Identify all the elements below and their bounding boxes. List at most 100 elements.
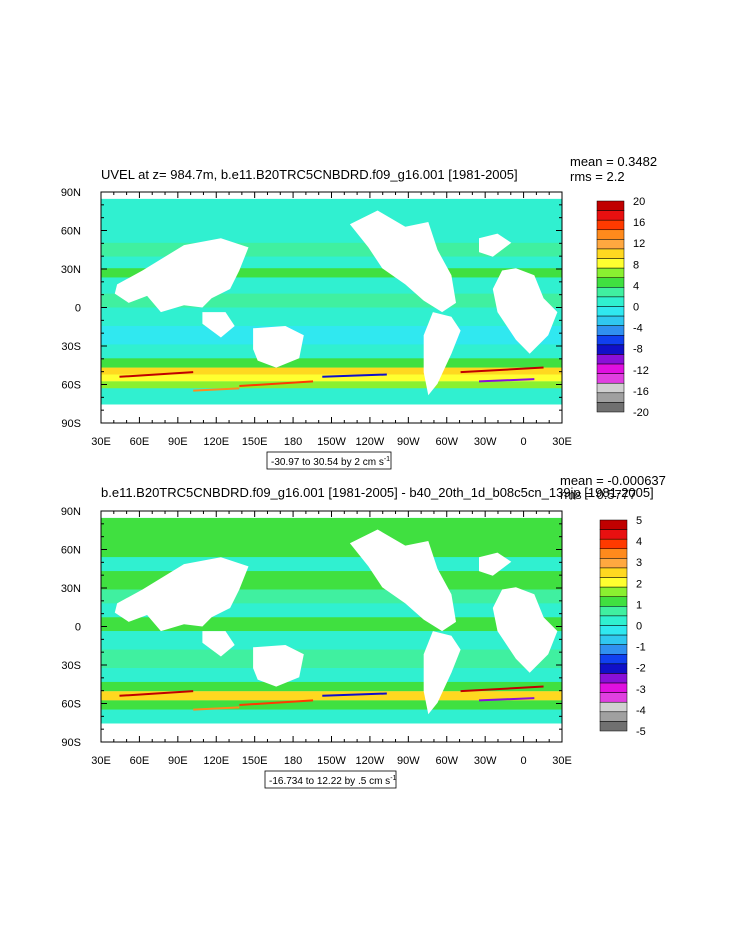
field-band: [101, 358, 562, 368]
colorbar-swatch: [596, 306, 625, 317]
field-streak: [119, 690, 194, 697]
x-tick-label: 30E: [552, 436, 572, 448]
colorbar-swatch: [599, 558, 628, 569]
panel-bottom: b.e11.B20TRC5CNBDRD.f09_g16.001 [1981-20…: [61, 473, 666, 789]
field-streak: [478, 378, 535, 383]
x-tick-label: 90W: [397, 755, 420, 767]
land-mask: [253, 326, 304, 368]
colorbar-label: 4: [633, 280, 639, 292]
land-mask: [479, 552, 512, 576]
colorbar-swatch: [599, 586, 628, 597]
colorbar-label: 4: [636, 536, 642, 548]
colorbar-swatch: [599, 711, 628, 722]
x-tick-label: 30E: [552, 755, 572, 767]
colorbar-label: 20: [633, 196, 645, 208]
colorbar-label: 3: [636, 557, 642, 569]
land-mask: [114, 238, 249, 313]
y-tick-label: 60N: [61, 545, 81, 557]
colorbar-swatch: [596, 392, 625, 403]
x-tick-label: 150W: [317, 755, 346, 767]
contour-info-text: -30.97 to 30.54 by 2 cm s: [271, 457, 384, 468]
field-band: [101, 517, 562, 558]
colorbar-swatch: [599, 548, 628, 559]
colorbar-label: 0: [633, 302, 639, 314]
colorbar-label: -1: [636, 642, 646, 654]
x-tick-labels: 30E 60E 90E 120E 150E 180 150W 120W 90W 60W 30W 0 30…: [91, 755, 572, 767]
colorbar-swatch: [596, 258, 625, 269]
colorbar-label: 8: [633, 259, 639, 271]
colorbar-label: 1: [636, 599, 642, 611]
colorbar-swatch: [599, 644, 628, 655]
field-band: [101, 381, 562, 389]
y-tick-label: 90N: [61, 506, 81, 518]
colorbar-swatch: [596, 402, 625, 413]
x-tick-label: 60W: [435, 436, 458, 448]
map-field: [101, 511, 562, 742]
x-tick-label: 60W: [435, 755, 458, 767]
x-tick-label: 150W: [317, 436, 346, 448]
colorbar-swatch: [596, 325, 625, 336]
land-mask: [202, 312, 235, 338]
field-band: [101, 681, 562, 692]
colorbar-swatch: [599, 634, 628, 645]
colorbar-swatch: [596, 363, 625, 374]
colorbar-swatch: [599, 692, 628, 703]
colorbar: 5 4 3 2 1 0 -1 -2 -3 -4 -5: [599, 515, 646, 738]
field-streak: [322, 373, 387, 378]
colorbar-swatch: [596, 354, 625, 365]
x-tick-label: 90W: [397, 436, 420, 448]
y-tick-label: 30N: [61, 583, 81, 595]
x-tick-label: 0: [521, 436, 527, 448]
colorbar-swatch: [596, 229, 625, 240]
contour-info-box: -16.734 to 12.22 by .5 cm s-1: [264, 770, 397, 789]
colorbar-swatch: [596, 219, 625, 231]
colorbar-swatch: [596, 344, 625, 355]
colorbar-swatch: [599, 615, 628, 626]
field-band: [101, 325, 562, 345]
field-band: [101, 388, 562, 405]
x-tick-label: 180: [284, 755, 302, 767]
colorbar: 20 16 12 8 4 0 -4 -8 -12 -16 -20: [596, 196, 649, 419]
colorbar-label: -20: [633, 407, 649, 419]
colorbar-swatch: [596, 373, 625, 384]
y-tick-label: 30N: [61, 264, 81, 276]
colorbar-swatch: [599, 721, 628, 732]
field-streak: [460, 685, 544, 693]
x-tick-label: 60E: [130, 755, 150, 767]
y-tick-labels: 90N 60N 30N 0 30S 60S 90S: [61, 506, 81, 749]
colorbar-swatch: [599, 596, 628, 607]
stat-mean: mean = 0.3482: [570, 154, 657, 169]
y-tick-label: 60N: [61, 226, 81, 238]
plot-title: UVEL at z= 984.7m, b.e11.B20TRC5CNBDRD.f…: [101, 167, 518, 182]
field-streak: [239, 699, 314, 707]
land-mask: [349, 529, 456, 632]
x-tick-label: 0: [521, 755, 527, 767]
colorbar-label: -4: [636, 705, 646, 717]
colorbar-swatch: [596, 287, 625, 298]
land-mask: [492, 587, 558, 673]
y-tick-labels: 90N 60N 30N 0 30S 60S 90S: [61, 187, 81, 430]
x-tick-label: 120W: [356, 436, 385, 448]
field-band: [101, 631, 562, 650]
y-tick-label: 90N: [61, 187, 81, 199]
colorbar-label: 5: [636, 515, 642, 527]
land-mask: [349, 210, 456, 313]
colorbar-label: -5: [636, 726, 646, 738]
stat-rms: rms = 0.5777: [560, 487, 636, 502]
y-tick-label: 0: [75, 622, 81, 634]
field-streak: [119, 371, 194, 378]
colorbar-swatch: [599, 682, 628, 693]
stat-mean: mean = -0.000637: [560, 473, 666, 488]
colorbar-label: 0: [636, 621, 642, 633]
colorbar-swatch: [596, 210, 625, 221]
colorbar-label: -8: [633, 344, 643, 356]
colorbar-label: 2: [636, 578, 642, 590]
y-tick-label: 60S: [61, 380, 81, 392]
colorbar-swatch: [596, 239, 625, 250]
x-tick-label: 30W: [474, 436, 497, 448]
contour-info-text: -16.734 to 12.22 by .5 cm s: [269, 776, 390, 787]
y-tick-label: 90S: [61, 737, 81, 749]
colorbar-swatch: [596, 200, 625, 211]
x-tick-labels: 30E 60E 90E 120E 150E 180 150W 120W 90W 60W 30W 0 30…: [91, 436, 572, 448]
